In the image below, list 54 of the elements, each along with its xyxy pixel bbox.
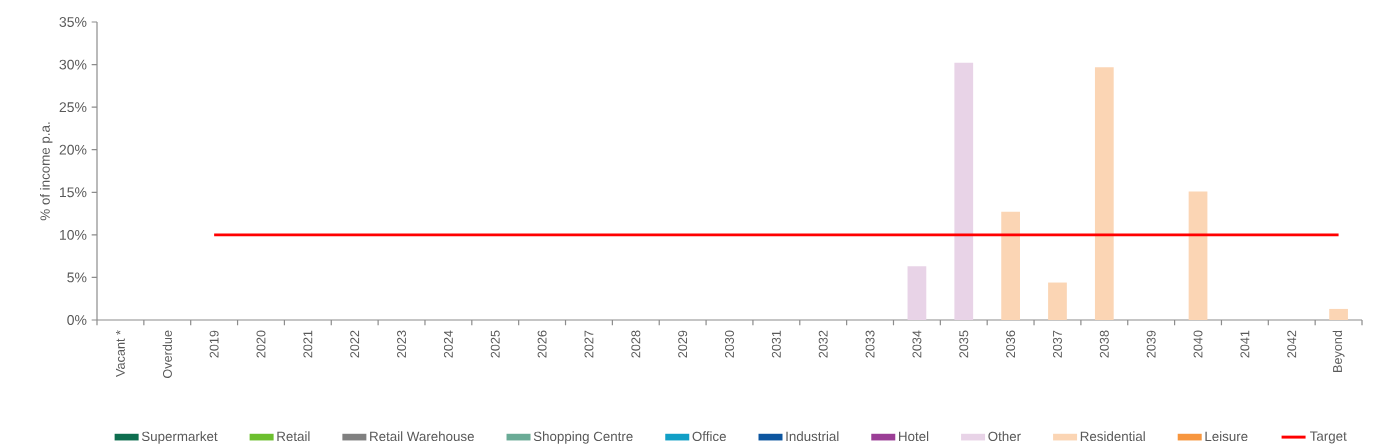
x-tick-label: 2032 bbox=[818, 330, 828, 358]
x-tick-label: Overdue bbox=[162, 330, 172, 379]
x-tick-label: 2041 bbox=[1240, 330, 1250, 358]
x-tick-label: 2036 bbox=[1006, 330, 1016, 358]
x-tick-label: 2042 bbox=[1287, 330, 1297, 358]
legend-label: Other bbox=[988, 431, 1021, 442]
y-tick-label: 15% bbox=[60, 187, 87, 198]
legend-label: Industrial bbox=[786, 431, 839, 442]
legend-label: Shopping Centre bbox=[533, 431, 633, 444]
x-tick-label: 2039 bbox=[1146, 330, 1156, 358]
y-tick-label: 0% bbox=[67, 315, 87, 325]
x-tick-label: 2019 bbox=[209, 330, 219, 358]
x-tick-label: 2023 bbox=[397, 330, 407, 358]
y-tick-label: 5% bbox=[67, 272, 87, 283]
bar bbox=[1001, 211, 1020, 320]
bar bbox=[1048, 282, 1067, 320]
x-tick-label: 2027 bbox=[584, 330, 594, 358]
y-axis-title: % of income p.a. bbox=[40, 122, 53, 221]
x-tick-label: 2022 bbox=[350, 330, 360, 358]
x-tick-label: 2037 bbox=[1052, 330, 1062, 358]
y-tick-label: 30% bbox=[59, 59, 87, 70]
x-tick-label: 2031 bbox=[771, 330, 781, 358]
x-tick-label: 2030 bbox=[725, 330, 734, 358]
y-tick-label: 10% bbox=[60, 229, 87, 240]
legend-label: Leisure bbox=[1205, 431, 1248, 442]
x-tick-label: 2034 bbox=[912, 330, 922, 358]
bar bbox=[1188, 191, 1208, 320]
y-tick-label: 20% bbox=[59, 144, 87, 155]
y-tick-label: 25% bbox=[59, 102, 87, 113]
y-tick-label: 35% bbox=[59, 17, 87, 27]
legend-label: Residential bbox=[1080, 431, 1145, 442]
bar bbox=[907, 266, 927, 320]
legend-label: Retail bbox=[277, 431, 310, 442]
x-tick-label: 2040 bbox=[1193, 330, 1203, 358]
bar bbox=[954, 62, 974, 320]
legend-label: Supermarket bbox=[141, 431, 218, 444]
legend-label: Retail Warehouse bbox=[370, 431, 474, 442]
x-tick-label: Beyond bbox=[1332, 330, 1345, 372]
x-tick-label: 2024 bbox=[443, 330, 453, 358]
legend-label: Target bbox=[1310, 431, 1347, 444]
x-tick-label: 2026 bbox=[537, 330, 547, 358]
bar bbox=[1094, 67, 1114, 320]
x-tick-label: Vacant * bbox=[116, 330, 125, 377]
bar bbox=[1329, 308, 1348, 320]
x-tick-label: 2025 bbox=[490, 330, 500, 358]
x-tick-label: 2033 bbox=[865, 330, 875, 358]
x-tick-label: 2028 bbox=[631, 330, 641, 358]
x-tick-label: 2029 bbox=[678, 330, 688, 358]
x-tick-label: 2038 bbox=[1099, 330, 1109, 358]
x-tick-label: 2035 bbox=[959, 330, 969, 358]
legend-label: Hotel bbox=[899, 431, 929, 442]
legend-label: Office bbox=[692, 431, 726, 442]
x-tick-label: 2020 bbox=[256, 330, 266, 358]
x-tick-label: 2021 bbox=[303, 330, 313, 358]
